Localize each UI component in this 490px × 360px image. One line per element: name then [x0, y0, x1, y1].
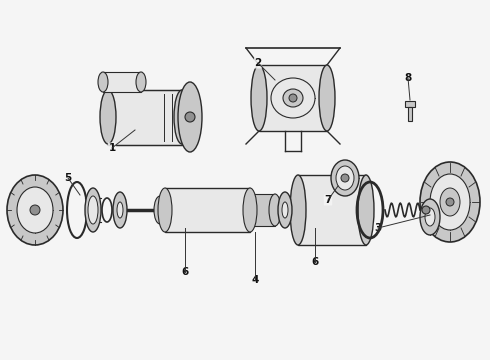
Ellipse shape: [88, 196, 98, 224]
Ellipse shape: [85, 188, 101, 232]
Ellipse shape: [100, 90, 116, 144]
Text: 3: 3: [374, 223, 382, 233]
Bar: [165, 188, 250, 232]
Ellipse shape: [174, 90, 190, 144]
Ellipse shape: [17, 187, 53, 233]
Ellipse shape: [319, 65, 335, 131]
Ellipse shape: [243, 188, 257, 232]
Bar: [408, 107, 412, 121]
Ellipse shape: [251, 65, 267, 131]
Bar: [103, 72, 141, 92]
Ellipse shape: [289, 94, 297, 102]
Text: 6: 6: [311, 257, 318, 267]
Ellipse shape: [336, 166, 354, 190]
Ellipse shape: [358, 175, 374, 245]
Ellipse shape: [446, 198, 454, 206]
Text: 2: 2: [254, 58, 262, 68]
Ellipse shape: [341, 174, 349, 182]
Text: 6: 6: [181, 267, 189, 277]
Ellipse shape: [30, 205, 40, 215]
Ellipse shape: [278, 192, 292, 228]
Ellipse shape: [185, 112, 195, 122]
Ellipse shape: [158, 188, 172, 232]
Ellipse shape: [113, 192, 127, 228]
Ellipse shape: [430, 174, 470, 230]
Ellipse shape: [7, 175, 63, 245]
Bar: [298, 175, 366, 245]
Ellipse shape: [425, 208, 435, 226]
Text: 5: 5: [64, 173, 72, 183]
Text: 7: 7: [324, 195, 332, 205]
Ellipse shape: [98, 72, 108, 92]
Ellipse shape: [283, 89, 303, 107]
Ellipse shape: [269, 194, 281, 226]
Ellipse shape: [282, 202, 288, 218]
Bar: [108, 90, 182, 145]
Ellipse shape: [154, 196, 166, 224]
Ellipse shape: [420, 162, 480, 242]
Ellipse shape: [178, 82, 202, 152]
Ellipse shape: [271, 78, 315, 118]
Ellipse shape: [331, 160, 359, 196]
Ellipse shape: [420, 199, 440, 235]
Bar: [250, 194, 275, 226]
Text: 1: 1: [108, 143, 116, 153]
Ellipse shape: [422, 206, 430, 214]
Ellipse shape: [440, 188, 460, 216]
Bar: [259, 65, 327, 131]
Ellipse shape: [117, 202, 123, 218]
Ellipse shape: [290, 175, 306, 245]
Ellipse shape: [136, 72, 146, 92]
Text: 4: 4: [251, 275, 259, 285]
Text: 8: 8: [404, 73, 412, 83]
Bar: [405, 101, 415, 107]
